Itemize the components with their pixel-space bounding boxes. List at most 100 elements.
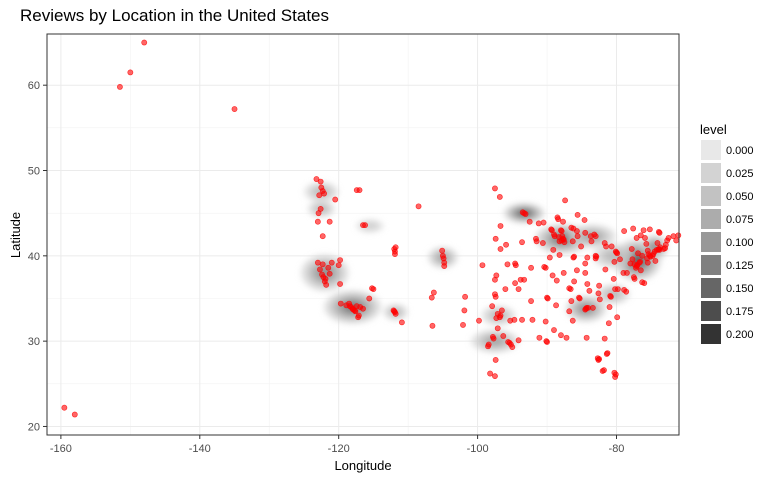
legend-label: 0.075 — [726, 214, 754, 226]
data-point — [585, 304, 591, 311]
legend-label: 0.050 — [726, 191, 754, 203]
data-point — [492, 373, 498, 380]
data-point — [492, 357, 499, 363]
legend-key — [701, 232, 721, 252]
data-point — [657, 244, 664, 251]
data-point — [337, 281, 343, 287]
data-point — [612, 286, 619, 293]
data-point — [496, 194, 503, 200]
data-point — [542, 318, 549, 325]
data-point — [551, 231, 557, 238]
legend: 0.000 0.025 0.050 0.075 0.100 0.125 0.150 0.175… — [701, 140, 754, 344]
data-point — [560, 269, 567, 276]
data-point — [337, 257, 343, 263]
data-point — [578, 243, 584, 250]
y-axis: 20 30 40 50 60 — [28, 80, 47, 433]
data-point — [335, 262, 342, 269]
data-point — [509, 344, 516, 351]
data-point — [643, 240, 650, 247]
data-point — [512, 262, 519, 269]
legend-key — [701, 301, 721, 321]
data-point — [630, 225, 637, 232]
data-point — [536, 334, 543, 341]
data-point — [512, 280, 518, 287]
y-tick-label: 20 — [28, 421, 40, 433]
data-point — [398, 319, 405, 326]
data-point — [571, 278, 578, 285]
data-point — [601, 335, 608, 342]
legend-key — [701, 186, 721, 206]
data-point — [439, 247, 446, 254]
legend-label: 0.025 — [726, 168, 754, 180]
data-point — [489, 333, 496, 340]
data-point — [61, 404, 68, 411]
data-point — [649, 252, 656, 259]
legend-label: 0.125 — [726, 260, 754, 272]
data-point — [611, 369, 618, 376]
data-point — [644, 255, 650, 262]
legend-title: level — [700, 122, 727, 137]
data-point — [589, 304, 596, 311]
data-point — [326, 270, 333, 277]
data-point — [569, 238, 576, 245]
x-tick-label: -80 — [609, 443, 625, 455]
data-point — [639, 252, 646, 259]
data-point — [492, 293, 499, 300]
x-tick-label: -160 — [50, 443, 72, 455]
data-point — [583, 334, 590, 341]
legend-label: 0.175 — [726, 306, 754, 318]
data-point — [607, 293, 614, 299]
data-point — [654, 240, 661, 246]
data-point — [614, 250, 621, 257]
x-tick-label: -100 — [467, 443, 489, 455]
data-point — [652, 258, 659, 264]
data-point — [569, 317, 576, 324]
data-point — [568, 298, 575, 304]
data-point — [665, 235, 672, 241]
legend-label: 0.150 — [726, 283, 754, 295]
data-point — [610, 275, 617, 282]
data-point — [529, 316, 536, 323]
data-point — [675, 232, 682, 239]
data-point — [635, 250, 641, 257]
data-point — [314, 218, 321, 225]
data-point — [356, 187, 363, 194]
data-point — [640, 227, 647, 234]
data-point — [637, 267, 644, 274]
data-point — [549, 272, 556, 279]
data-point — [555, 216, 562, 223]
data-point — [574, 267, 580, 274]
data-point — [594, 355, 601, 362]
data-point — [633, 235, 640, 241]
data-point — [563, 334, 570, 341]
data-point — [519, 316, 525, 323]
data-point — [497, 246, 504, 252]
data-point — [528, 264, 534, 271]
data-point — [553, 302, 559, 309]
data-point — [319, 233, 326, 240]
data-point — [429, 322, 436, 329]
x-axis: -160 -140 -120 -100 -80 — [50, 435, 625, 455]
data-point — [497, 223, 504, 229]
data-point — [127, 69, 134, 76]
data-point — [582, 260, 589, 267]
data-point — [317, 266, 323, 273]
data-point — [321, 278, 328, 285]
data-point — [502, 286, 509, 293]
data-point — [641, 280, 648, 287]
x-tick-label: -140 — [189, 443, 211, 455]
y-tick-label: 30 — [28, 336, 40, 348]
legend-key — [701, 255, 721, 275]
data-point — [392, 244, 399, 251]
data-point — [558, 332, 564, 339]
data-point — [430, 289, 437, 296]
data-point — [605, 320, 612, 327]
data-point — [360, 222, 366, 229]
data-point — [366, 295, 373, 302]
data-point — [517, 276, 524, 283]
data-point — [628, 246, 635, 252]
data-point — [317, 178, 324, 185]
data-point — [624, 269, 630, 276]
plot-border — [46, 33, 680, 436]
data-point — [439, 252, 446, 259]
